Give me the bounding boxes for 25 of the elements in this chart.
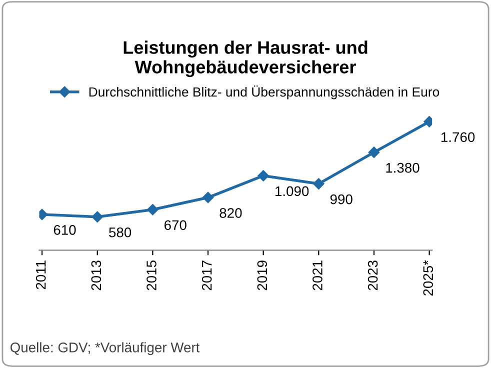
source-note: Quelle: GDV; *Vorläufiger Wert [10,342,200,356]
point [313,178,324,190]
data-label: 1.380 [386,162,420,173]
data-label: 990 [330,194,352,204]
point [202,192,214,204]
legend-label: Durchschnittliche Blitz- und Überspannungsschäden in Euro [89,85,440,100]
x-tick-label: 2025* [423,260,434,296]
data-label: 1.760 [441,132,475,142]
data-label: 1.090 [276,186,309,196]
point [147,204,158,216]
data-label: 820 [220,208,242,218]
point [92,211,103,223]
data-label: 670 [164,220,186,230]
point [258,170,269,182]
point [368,146,380,158]
x-tick-label: 2015 [146,260,156,290]
data-label: 580 [109,227,132,238]
x-tick-label: 2023 [368,260,378,290]
x-tick-label: 2017 [202,260,212,290]
x-tick-label: 2011 [36,260,46,290]
x-tick-label: 2019 [257,260,268,290]
x-tick-label: 2013 [91,260,102,290]
data-label: 610 [54,225,76,235]
x-tick-label: 2021 [312,260,322,290]
chart-title: Leistungen der Hausrat- und Wohngebäudeversicherer [124,40,368,78]
